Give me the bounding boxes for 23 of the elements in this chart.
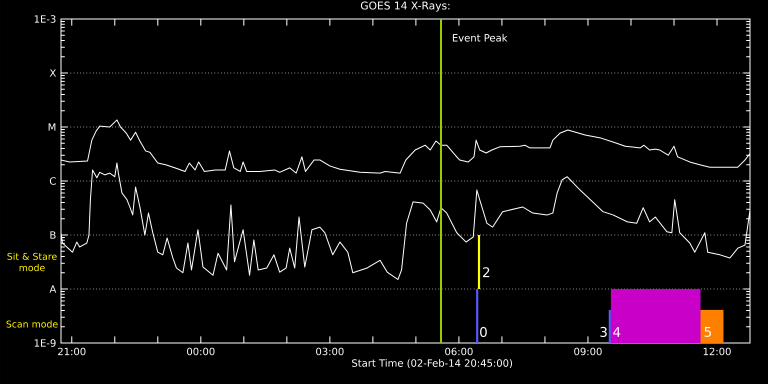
x-tick-label: 21:00	[58, 348, 86, 356]
x-axis-title: Start Time (02-Feb-14 20:45:00)	[352, 359, 512, 368]
y-tick-label: 1E-9	[34, 339, 56, 347]
y-tick-label: M	[48, 123, 56, 131]
annotation: 0	[480, 326, 487, 338]
x-tick-label: 00:00	[187, 348, 215, 356]
chart-title: GOES 14 X-Rays:	[360, 1, 450, 12]
annotation: 3	[600, 326, 607, 338]
y-tick-label: X	[50, 69, 56, 77]
x-tick-label: 06:00	[445, 348, 473, 356]
annotation: 5	[704, 327, 711, 337]
y-tick-label: C	[50, 177, 56, 185]
x-tick-label: 03:00	[316, 348, 344, 356]
ref-line-label: Event Peak	[452, 34, 508, 42]
annotation: 4	[613, 327, 620, 337]
x-tick-label: 12:00	[704, 348, 731, 356]
y-tick-label: B	[50, 231, 56, 239]
text: Sit & Stare mode	[7, 252, 57, 272]
text: Scan mode	[6, 320, 58, 328]
annotation: 2	[483, 267, 490, 278]
y-tick-label: 1E-3	[34, 15, 56, 23]
x-tick-label: 09:00	[574, 348, 602, 356]
y-tick-label: A	[50, 285, 56, 293]
